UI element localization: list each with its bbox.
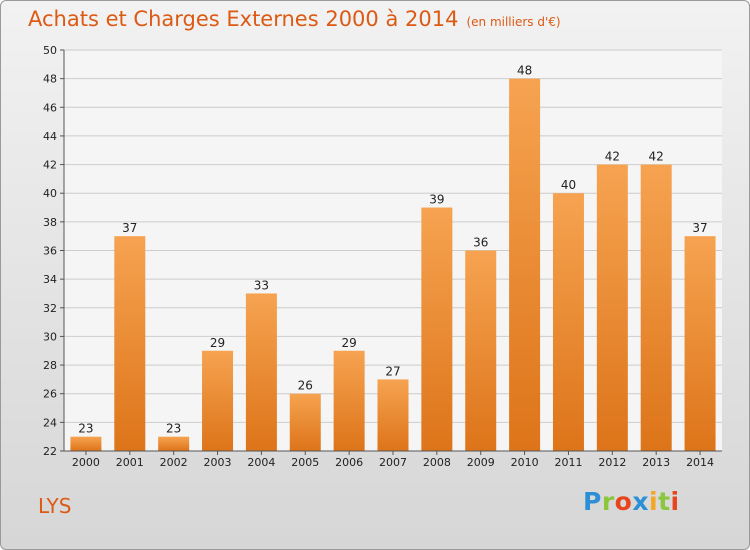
bars [70, 78, 716, 452]
bar [552, 193, 584, 451]
bar [465, 250, 497, 451]
bar [114, 236, 146, 451]
bar [245, 293, 277, 451]
y-tick-label: 24 [43, 416, 57, 429]
bar [509, 78, 541, 452]
x-tick-label: 2013 [642, 456, 670, 469]
y-tick-label: 26 [43, 388, 57, 401]
y-tick-label: 36 [43, 245, 57, 258]
y-tick-label: 34 [43, 273, 57, 286]
bar-value-label: 39 [429, 193, 444, 207]
x-tick-label: 2012 [598, 456, 626, 469]
bar-value-label: 23 [78, 422, 93, 436]
logo-letter: t [658, 487, 671, 516]
x-tick-label: 2006 [335, 456, 363, 469]
logo-letter: P [583, 487, 602, 516]
bar [70, 436, 102, 451]
y-tick-label: 28 [43, 359, 57, 372]
bar-value-label: 26 [298, 379, 313, 393]
chart-title-block: Achats et Charges Externes 2000 à 2014 (e… [28, 7, 561, 31]
x-tick-label: 2005 [291, 456, 319, 469]
x-tick-label: 2010 [511, 456, 539, 469]
chart-title: Achats et Charges Externes 2000 à 2014 [28, 7, 459, 31]
y-tick-label: 30 [43, 330, 57, 343]
y-tick-label: 22 [43, 445, 57, 458]
bar-value-label: 37 [692, 221, 707, 235]
bar-value-label: 33 [254, 278, 269, 292]
y-tick-label: 38 [43, 216, 57, 229]
x-tick-label: 2000 [72, 456, 100, 469]
y-tick-label: 40 [43, 187, 57, 200]
bar-value-label: 40 [561, 178, 576, 192]
city-name: LYS [38, 494, 72, 518]
x-tick-label: 2014 [686, 456, 714, 469]
bar [333, 350, 365, 451]
proxiti-logo: Proxiti [583, 487, 680, 516]
bar-value-label: 42 [649, 150, 664, 164]
logo-letter: r [601, 487, 615, 516]
bar [596, 164, 628, 452]
bar-value-label: 36 [473, 236, 488, 250]
bar [158, 436, 190, 451]
y-tick-label: 50 [43, 44, 57, 57]
bar [289, 393, 321, 451]
chart-unit: (en milliers d'€) [466, 15, 561, 29]
labels: 22 24 26 28 30 32 34 36 38 40 42 44 46 48 50 23 2000 37 20… [43, 44, 714, 469]
x-tick-label: 2007 [379, 456, 407, 469]
x-tick-label: 2011 [554, 456, 582, 469]
bar-value-label: 23 [166, 422, 181, 436]
x-tick-label: 2004 [247, 456, 275, 469]
logo-letter: i [649, 487, 659, 516]
logo-letter: i [670, 487, 680, 516]
x-tick-label: 2008 [423, 456, 451, 469]
bar-value-label: 29 [210, 336, 225, 350]
y-tick-label: 44 [43, 130, 57, 143]
bar-value-label: 37 [122, 221, 137, 235]
bar [421, 207, 453, 451]
x-tick-label: 2002 [160, 456, 188, 469]
x-tick-label: 2003 [204, 456, 232, 469]
bar-value-label: 29 [341, 336, 356, 350]
bar [684, 236, 716, 451]
y-tick-label: 46 [43, 101, 57, 114]
bar-value-label: 27 [385, 364, 400, 378]
axes [60, 49, 722, 455]
logo-letter: o [614, 487, 633, 516]
bar-value-label: 48 [517, 64, 532, 78]
logo-letter: x [632, 487, 649, 516]
bar [377, 379, 409, 451]
y-tick-label: 48 [43, 73, 57, 86]
y-tick-label: 32 [43, 302, 57, 315]
bar [202, 350, 234, 451]
bar-value-label: 42 [605, 150, 620, 164]
x-tick-label: 2001 [116, 456, 144, 469]
bar [640, 164, 672, 452]
x-tick-label: 2009 [467, 456, 495, 469]
y-tick-label: 42 [43, 159, 57, 172]
